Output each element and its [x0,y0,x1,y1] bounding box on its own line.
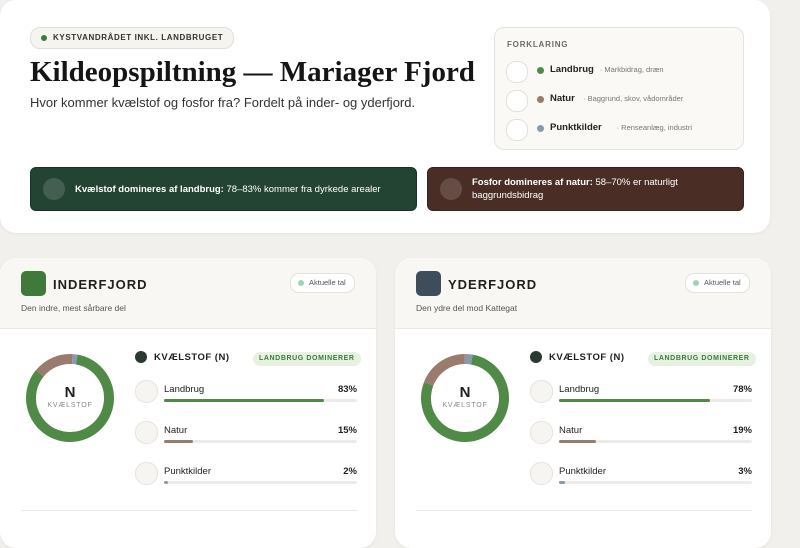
source-value: 3% [738,466,752,477]
source-name: Punktkilder [559,466,606,477]
legend-swatch [537,67,544,74]
page: KYSTVANDRÅDET INKL. LANDBRUGET Kildeopsp… [0,0,771,548]
bar-track [559,481,752,484]
region-icon [21,271,46,296]
source-icon [530,380,553,403]
status-dot [693,280,699,286]
source-icon [530,421,553,444]
donut-letter: N [64,384,76,401]
section-icon [135,351,147,363]
section-icon [530,351,542,363]
callout-bold: Fosfor domineres af natur: [472,177,593,188]
source-name: Punktkilder [164,466,211,477]
status-pill: Aktuelle tal [290,273,355,293]
source-name: Natur [164,425,188,436]
source-value: 83% [337,384,357,395]
region-subtitle: Den ydre del mod Kattegat [416,303,518,313]
legend-name: Landbrug [550,64,594,75]
legend-swatch [537,96,544,103]
legend-icon [506,90,528,112]
callout-body: 58–70% er naturligt baggrundsbidrag [472,177,678,201]
region-icon [416,271,441,296]
bar [559,440,596,443]
source-icon [135,421,158,444]
legend-swatch [537,125,544,132]
dominance-badge: LANDBRUG DOMINERER [648,352,756,366]
callout-text: Fosfor domineres af natur: 58–70% er nat… [472,176,743,202]
page-subtitle: Hvor kommer kvælstof og fosfor fra? Ford… [30,95,416,110]
status-dot [298,280,304,286]
donut-segment [421,354,509,442]
donut [421,354,509,442]
callout-text: Kvælstof domineres af landbrug: 78–83% k… [75,183,381,196]
donut-label: KVÆLSTOF [442,402,488,409]
donut-letter: N [459,384,471,401]
source-value: 15% [337,425,357,436]
source-icon [135,380,158,403]
bar-track [559,440,752,443]
legend-name: Punktkilder [550,122,602,133]
donut-segment [26,354,114,442]
legend-desc: · Markbidrag, dræn [599,65,664,74]
region-subtitle: Den indre, mest sårbare del [21,303,126,313]
source-name: Landbrug [559,384,600,395]
source-icon [530,462,553,485]
bar [559,399,710,402]
callout-bold: Kvælstof domineres af landbrug: [75,183,224,195]
legend-title: FORKLARING [507,40,569,49]
section-title: KVÆLSTOF (N) [549,352,625,363]
source-name: Landbrug [164,384,205,395]
region-header [0,258,376,329]
callout-icon [440,178,462,200]
dominance-badge: LANDBRUG DOMINERER [253,352,361,366]
callout-icon [43,178,65,200]
donut [26,354,114,442]
bar [164,481,168,484]
region-card: YDERFJORD Den ydre del mod Kattegat Aktuel… [395,258,771,548]
source-value: 2% [343,466,357,477]
section-title: KVÆLSTOF (N) [154,352,230,363]
status-pill: Aktuelle tal [685,273,750,293]
bar [164,399,325,402]
bar-track [164,440,357,443]
source-name: Natur [559,425,583,436]
source-icon [135,462,158,485]
legend-desc: · Renseanlæg, industri [616,123,693,132]
header-badge: KYSTVANDRÅDET INKL. LANDBRUGET [30,27,235,49]
legend: FORKLARING Landbrug · Markbidrag, dræn Nat… [494,27,744,150]
source-value: 19% [732,425,752,436]
page-title: Kildeopspiltning — Mariager Fjord [30,56,475,88]
callout: Fosfor domineres af natur: 58–70% er nat… [427,167,744,211]
legend-name: Natur [550,93,575,104]
legend-icon [506,61,528,83]
divider [416,510,752,511]
region-title: YDERFJORD [448,277,538,292]
divider [21,510,357,511]
bar-track [164,481,357,484]
region-title: INDERFJORD [53,277,148,292]
region-card: INDERFJORD Den indre, mest sårbare del Akt… [0,258,376,548]
source-value: 78% [732,384,752,395]
callout-body: 78–83% kommer fra dyrkede arealer [226,183,381,195]
callout: Kvælstof domineres af landbrug: 78–83% k… [30,167,417,211]
legend-icon [506,119,528,141]
donut-label: KVÆLSTOF [47,402,93,409]
bar [559,481,565,484]
region-header [395,258,771,329]
legend-desc: · Baggrund, skov, vådområder [583,94,684,103]
bar [164,440,193,443]
